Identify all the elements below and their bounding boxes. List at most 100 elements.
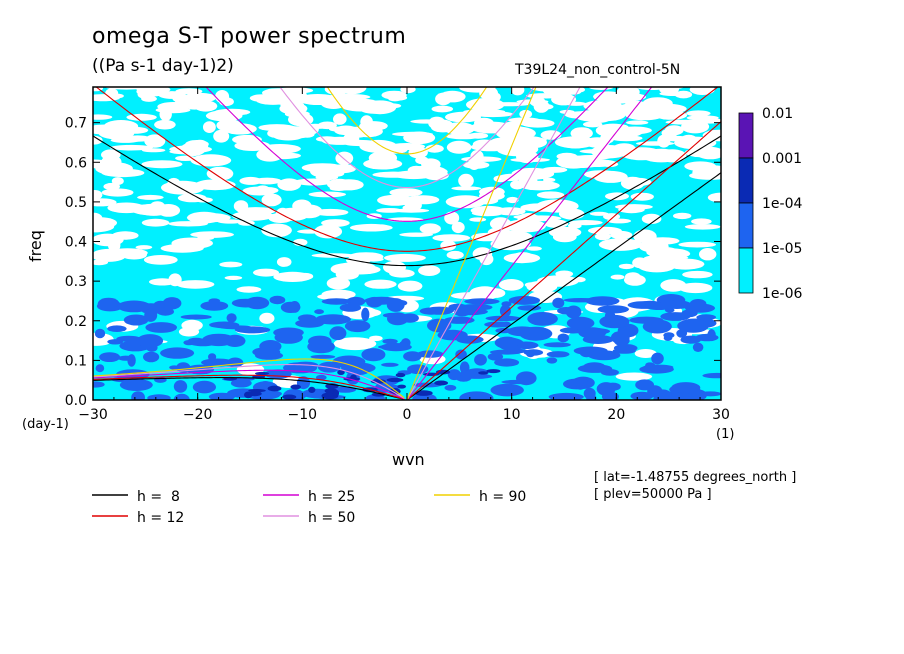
colorbar-label: 0.001: [762, 151, 802, 167]
field-cell: [404, 199, 422, 212]
field-cell: [635, 379, 654, 391]
field-cell: [503, 253, 541, 264]
field-cell: [655, 110, 688, 120]
field-cell: [524, 282, 538, 288]
field-cell: [289, 301, 301, 313]
field-cell: [201, 358, 234, 367]
field-cell: [691, 218, 712, 225]
field-cell: [494, 336, 520, 349]
dispersion-line-inertio-gravity: [93, 135, 721, 267]
field-cell: [431, 105, 454, 113]
x-axis-unit: (1): [716, 427, 735, 442]
field-cell: [160, 347, 195, 359]
field-cell: [485, 315, 521, 322]
field-cell: [684, 224, 721, 230]
field-cell: [594, 232, 611, 241]
field-cell: [565, 101, 587, 106]
field-cell: [308, 386, 316, 393]
field-cell: [546, 351, 570, 358]
x-tick-label: 10: [503, 407, 521, 423]
field-cell: [305, 96, 325, 102]
field-cell: [93, 259, 109, 266]
field-cell: [386, 377, 404, 383]
field-cell: [261, 223, 292, 238]
field-cell: [689, 171, 721, 180]
field-cell: [666, 258, 705, 270]
field-cell: [315, 374, 327, 381]
field-cell: [94, 218, 116, 225]
field-cell: [639, 365, 674, 374]
field-cell: [506, 196, 519, 204]
field-cell: [377, 194, 414, 206]
field-cell: [389, 269, 415, 278]
field-cell: [213, 108, 251, 116]
field-cell: [444, 384, 457, 391]
field-cell: [642, 97, 673, 110]
field-cell: [395, 372, 406, 378]
field-cell: [540, 130, 562, 140]
field-cell: [137, 194, 164, 200]
field-cell: [684, 161, 717, 171]
legend-label: h = 90: [479, 489, 526, 505]
field-cell: [427, 318, 452, 333]
field-cell: [419, 223, 441, 234]
x-tick-label: −20: [183, 407, 213, 423]
field-cell: [337, 369, 345, 375]
field-cell: [654, 389, 672, 399]
field-cell: [587, 350, 621, 361]
field-cell: [147, 394, 171, 400]
field-cell: [470, 142, 511, 152]
field-cell: [558, 208, 585, 220]
field-cell: [576, 385, 585, 390]
field-cell: [543, 342, 571, 348]
field-cell: [95, 364, 105, 373]
field-cell: [583, 121, 603, 128]
field-cell: [614, 204, 653, 210]
field-cell: [634, 349, 657, 358]
field-cell: [252, 347, 281, 357]
field-cell: [316, 136, 338, 143]
field-cell: [312, 208, 349, 216]
field-cell: [208, 353, 217, 361]
field-cell: [154, 376, 167, 383]
field-cell: [446, 140, 472, 154]
field-cell: [678, 241, 716, 248]
field-cell: [236, 286, 262, 293]
colorbar-label: 1e-04: [762, 196, 802, 212]
field-cell: [231, 298, 260, 308]
dispersion-line-kelvin: [406, 121, 721, 400]
colorbar-label: 1e-06: [762, 286, 802, 302]
field-cell: [370, 379, 386, 384]
dispersion-line-kelvin: [406, 87, 581, 400]
field-cell: [333, 113, 347, 125]
field-cell: [194, 197, 213, 203]
field-cell: [610, 135, 643, 142]
field-cell: [339, 303, 362, 312]
field-cell: [454, 308, 471, 317]
field-cell: [344, 320, 371, 333]
x-tick-label: 20: [607, 407, 625, 423]
field-cell: [265, 91, 308, 105]
field-cell: [112, 231, 139, 240]
field-cell: [618, 263, 635, 270]
field-cell: [455, 349, 467, 360]
field-cell: [702, 129, 721, 142]
field-cell: [149, 278, 176, 286]
field-cell: [93, 198, 117, 207]
field-cell: [508, 295, 541, 305]
field-cell: [219, 97, 234, 107]
power-field: [93, 87, 721, 400]
field-cell: [119, 379, 153, 391]
field-cell: [109, 144, 153, 151]
y-axis-unit: (day-1): [22, 417, 69, 432]
field-cell: [216, 119, 242, 132]
field-cell: [136, 334, 164, 348]
field-cell: [589, 211, 609, 216]
field-cell: [162, 297, 182, 310]
field-cell: [294, 178, 333, 186]
field-cell: [368, 151, 398, 165]
field-cell: [447, 369, 462, 381]
legend-label: h = 50: [308, 510, 355, 526]
field-cell: [502, 121, 521, 132]
